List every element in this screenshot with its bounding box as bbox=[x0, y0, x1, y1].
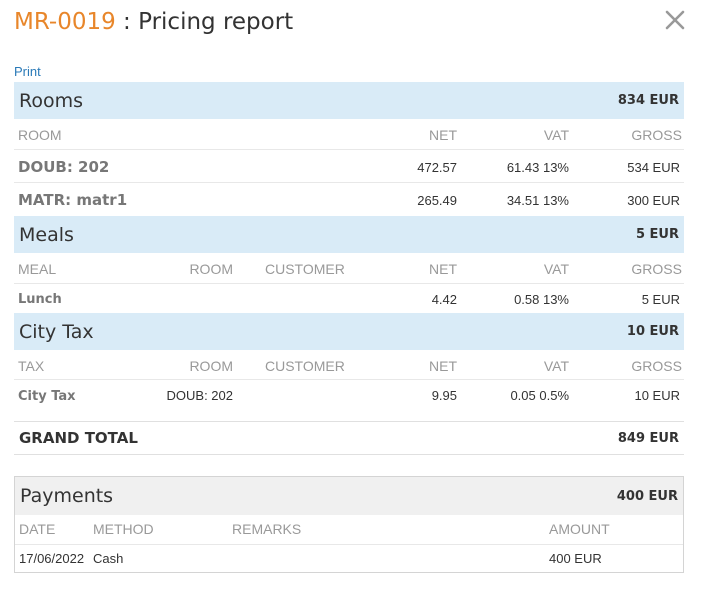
meal-name: Lunch bbox=[18, 292, 62, 307]
room-vat: 34.51 13% bbox=[506, 193, 569, 208]
rooms-total: 834 EUR bbox=[617, 93, 679, 108]
payments-column-headers: DATE METHOD REMARKS AMOUNT bbox=[15, 515, 683, 545]
city-tax-column-headers: TAX ROOM CUSTOMER NET VAT GROSS bbox=[14, 350, 684, 380]
payments-header: Payments 400 EUR bbox=[15, 477, 683, 515]
payment-amount: 400 EUR bbox=[549, 551, 602, 566]
title-separator: : bbox=[115, 9, 139, 35]
rooms-section: Rooms 834 EUR ROOM NET VAT GROSS DOUB: 2… bbox=[14, 82, 684, 216]
col-vat: VAT bbox=[543, 261, 569, 277]
payments-section: Payments 400 EUR DATE METHOD REMARKS AMO… bbox=[14, 476, 684, 573]
rooms-title: Rooms bbox=[19, 89, 84, 112]
col-meal: MEAL bbox=[18, 261, 57, 277]
grand-total-label: GRAND TOTAL bbox=[19, 429, 138, 447]
grand-total-amount: 849 EUR bbox=[617, 430, 679, 446]
title-text: Pricing report bbox=[138, 9, 294, 35]
meals-title: Meals bbox=[19, 223, 74, 246]
rooms-column-headers: ROOM NET VAT GROSS bbox=[14, 119, 684, 150]
table-row: City Tax DOUB: 202 9.95 0.05 0.5% 10 EUR bbox=[14, 380, 684, 410]
city-tax-total: 10 EUR bbox=[626, 324, 679, 339]
col-method: METHOD bbox=[93, 521, 154, 537]
meal-vat: 0.58 13% bbox=[514, 292, 569, 307]
col-date: DATE bbox=[19, 521, 56, 537]
col-vat: VAT bbox=[543, 358, 569, 374]
col-room: ROOM bbox=[189, 261, 233, 277]
payments-title: Payments bbox=[20, 485, 114, 507]
col-net: NET bbox=[429, 127, 457, 143]
tax-net: 9.95 bbox=[431, 388, 457, 403]
table-row: Lunch 4.42 0.58 13% 5 EUR bbox=[14, 284, 684, 313]
col-vat: VAT bbox=[543, 127, 569, 143]
city-tax-section: City Tax 10 EUR TAX ROOM CUSTOMER NET VA… bbox=[14, 313, 684, 410]
col-remarks: REMARKS bbox=[232, 521, 302, 537]
col-amount: AMOUNT bbox=[549, 521, 610, 537]
close-button[interactable] bbox=[664, 9, 686, 31]
table-row: MATR: matr1 265.49 34.51 13% 300 EUR bbox=[14, 183, 684, 216]
grand-total-row: GRAND TOTAL 849 EUR bbox=[14, 421, 684, 455]
room-name: MATR: matr1 bbox=[18, 191, 128, 209]
tax-gross: 10 EUR bbox=[634, 388, 680, 403]
meals-header: Meals 5 EUR bbox=[14, 216, 684, 253]
reservation-code: MR-0019 bbox=[14, 9, 116, 35]
payment-date: 17/06/2022 bbox=[19, 551, 85, 566]
room-gross: 300 EUR bbox=[627, 193, 680, 208]
close-icon bbox=[665, 10, 685, 30]
col-room: ROOM bbox=[18, 127, 62, 143]
room-vat: 61.43 13% bbox=[506, 160, 569, 175]
city-tax-title: City Tax bbox=[19, 320, 94, 343]
col-room: ROOM bbox=[189, 358, 233, 374]
col-gross: GROSS bbox=[631, 358, 682, 374]
col-gross: GROSS bbox=[631, 261, 682, 277]
meal-net: 4.42 bbox=[431, 292, 457, 307]
room-gross: 534 EUR bbox=[627, 160, 680, 175]
table-row: 17/06/2022 Cash 400 EUR bbox=[15, 545, 683, 572]
city-tax-header: City Tax 10 EUR bbox=[14, 313, 684, 350]
tax-name: City Tax bbox=[18, 389, 76, 404]
meals-total: 5 EUR bbox=[635, 227, 679, 242]
table-row: DOUB: 202 472.57 61.43 13% 534 EUR bbox=[14, 150, 684, 183]
room-name: DOUB: 202 bbox=[18, 158, 110, 176]
meal-gross: 5 EUR bbox=[641, 292, 680, 307]
col-gross: GROSS bbox=[631, 127, 682, 143]
col-net: NET bbox=[429, 261, 457, 277]
meals-column-headers: MEAL ROOM CUSTOMER NET VAT GROSS bbox=[14, 253, 684, 284]
col-net: NET bbox=[429, 358, 457, 374]
print-link[interactable]: Print bbox=[14, 64, 41, 79]
payments-total: 400 EUR bbox=[616, 488, 678, 504]
col-customer: CUSTOMER bbox=[265, 358, 345, 374]
col-customer: CUSTOMER bbox=[265, 261, 345, 277]
payment-method: Cash bbox=[93, 551, 124, 566]
rooms-header: Rooms 834 EUR bbox=[14, 82, 684, 119]
room-net: 265.49 bbox=[417, 193, 457, 208]
tax-vat: 0.05 0.5% bbox=[510, 388, 569, 403]
page-title: MR-0019 : Pricing report bbox=[14, 9, 293, 35]
room-net: 472.57 bbox=[417, 160, 457, 175]
tax-room: DOUB: 202 bbox=[166, 388, 233, 403]
col-tax: TAX bbox=[18, 358, 45, 374]
meals-section: Meals 5 EUR MEAL ROOM CUSTOMER NET VAT G… bbox=[14, 216, 684, 313]
